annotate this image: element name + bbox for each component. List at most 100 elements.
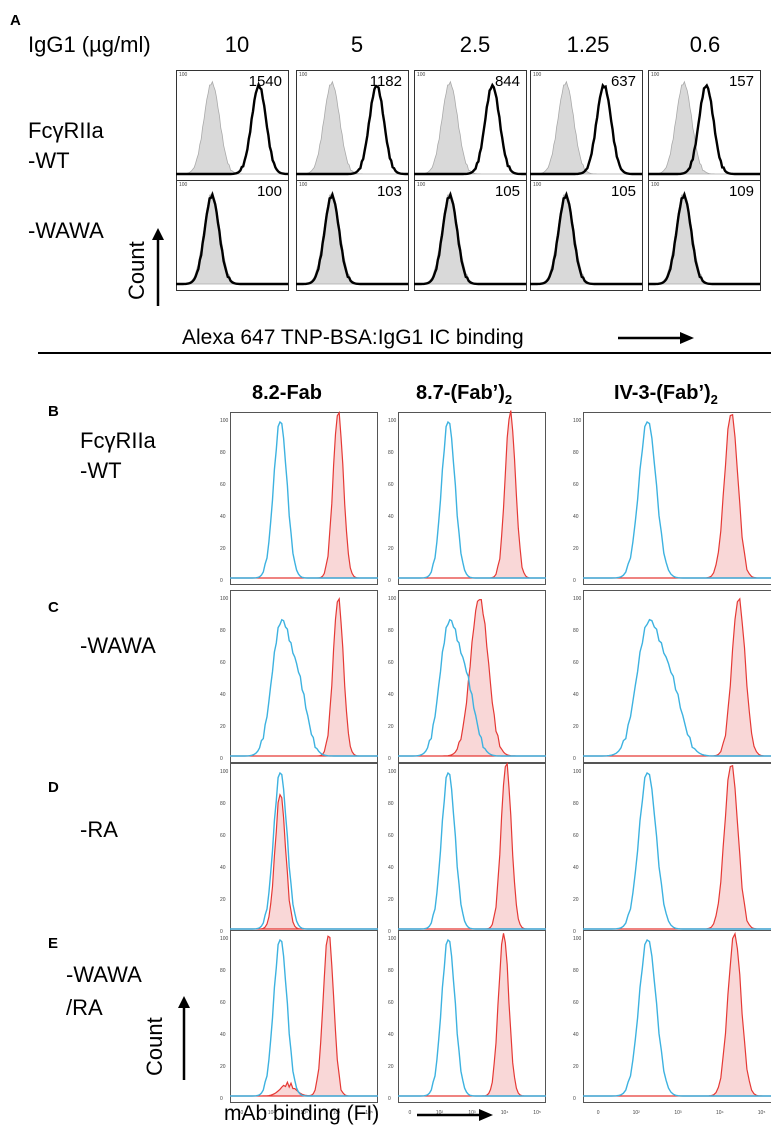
- y-tick-label: 20: [388, 546, 394, 552]
- y-tick-label: 20: [388, 724, 394, 730]
- ic-histogram-r1-c5: 157 100: [648, 70, 761, 181]
- isotype-histogram: [398, 420, 546, 579]
- y-tick-label: 100: [220, 769, 229, 775]
- mab-histogram-r1-c3: 100 80 60 40 20 0: [573, 412, 771, 585]
- mfi-value: 103: [377, 183, 402, 200]
- mab-histogram-r3-c1: 100 80 60 40 20 0: [220, 763, 378, 936]
- y-tick-label: 80: [573, 801, 579, 807]
- y-tick-label: 40: [220, 692, 226, 698]
- ic-binding-histogram: [414, 82, 526, 176]
- panel-letter-d: D: [48, 779, 59, 796]
- x-tick-label: 10²: [268, 1110, 276, 1116]
- y-tick-label: 100: [573, 936, 582, 942]
- x-tick-label: 10³: [300, 1110, 308, 1116]
- x-tick-label: 10⁵: [758, 1110, 766, 1116]
- y-tick-label: 60: [573, 482, 579, 488]
- control-histogram: [414, 80, 526, 175]
- x-tick-label: 10²: [633, 1110, 641, 1116]
- mab-histogram-r1-c1: 100 80 60 40 20 0: [220, 410, 378, 585]
- x-tick-label: 10²: [436, 1110, 444, 1116]
- mfi-value: 637: [611, 73, 636, 90]
- y-tick-label: 40: [220, 865, 226, 871]
- mab-histogram-r1-c2: 100 80 60 40 20 0: [388, 410, 546, 585]
- isotype-histogram: [398, 938, 546, 1097]
- conc-3: 2.5: [459, 32, 491, 57]
- y-tick-label: 40: [220, 1032, 226, 1038]
- antibody-histogram: [583, 597, 771, 757]
- x-arrow-a: [618, 332, 694, 344]
- mab-histogram-r4-c3: 100 80 60 40 20 0 0 10² 10³ 10⁴ 10⁵: [573, 930, 771, 1116]
- antibody-histogram: [230, 597, 378, 757]
- y-tick-label: 80: [388, 801, 394, 807]
- y-tick-100: 100: [533, 182, 542, 188]
- ic-binding-histogram: [176, 191, 288, 286]
- section-divider: [38, 352, 771, 354]
- col-header-8-7-fab2: 8.7-(Fab’)2: [416, 382, 513, 407]
- isotype-histogram: [583, 420, 771, 579]
- plot-frame: [530, 70, 643, 181]
- mfi-value: 1540: [249, 73, 282, 90]
- control-histogram: [176, 80, 288, 175]
- row-label-e-1: -WAWA: [66, 962, 142, 987]
- mfi-value: 105: [495, 183, 520, 200]
- ic-binding-histogram: [414, 191, 526, 286]
- y-tick-label: 40: [573, 514, 579, 520]
- count-label-a: Count: [124, 241, 149, 300]
- y-tick-label: 0: [573, 578, 576, 584]
- plot-frame: [230, 590, 378, 763]
- x-tick-label: 10⁵: [365, 1110, 373, 1116]
- ic-histogram-r2-c1: 100 100: [176, 180, 289, 291]
- mab-histogram-r2-c3: 100 80 60 40 20 0: [573, 590, 771, 763]
- y-tick-label: 40: [220, 514, 226, 520]
- y-tick-label: 60: [220, 482, 226, 488]
- row-label-b-1: FcγRIIa: [80, 428, 156, 453]
- y-tick-label: 20: [573, 724, 579, 730]
- x-tick-label: 10³: [468, 1110, 476, 1116]
- y-tick-label: 60: [573, 1000, 579, 1006]
- y-tick-label: 80: [573, 628, 579, 634]
- x-tick-label: 10⁴: [333, 1110, 341, 1116]
- conc-4: 1.25: [566, 32, 610, 57]
- conc-1: 10: [224, 32, 250, 57]
- control-histogram: [296, 80, 408, 175]
- mfi-value: 157: [729, 73, 754, 90]
- y-tick-label: 80: [220, 968, 226, 974]
- y-tick-label: 0: [388, 929, 391, 935]
- y-tick-label: 40: [573, 692, 579, 698]
- plot-frame: [414, 180, 527, 291]
- plot-frame: [230, 412, 378, 585]
- y-tick-label: 40: [388, 514, 394, 520]
- isotype-histogram: [398, 618, 546, 757]
- y-tick-100: 100: [299, 72, 308, 78]
- y-tick-label: 20: [573, 1064, 579, 1070]
- y-tick-label: 20: [388, 1064, 394, 1070]
- y-tick-label: 100: [220, 936, 229, 942]
- x-tick-label: 0: [240, 1110, 243, 1116]
- isotype-histogram: [230, 420, 378, 579]
- plot-frame: [176, 180, 289, 291]
- count-label-bottom: Count: [142, 1017, 167, 1076]
- y-tick-label: 0: [220, 578, 223, 584]
- y-tick-label: 80: [573, 450, 579, 456]
- mfi-value: 1182: [370, 73, 402, 90]
- y-tick-label: 60: [573, 833, 579, 839]
- isotype-histogram: [230, 771, 378, 930]
- y-tick-label: 20: [220, 546, 226, 552]
- y-tick-label: 100: [388, 596, 397, 602]
- isotype-histogram: [583, 938, 771, 1097]
- y-tick-label: 60: [388, 660, 394, 666]
- mab-histogram-r4-c2: 100 80 60 40 20 0 0 10² 10³ 10⁴ 10⁵: [388, 930, 546, 1116]
- ic-histogram-r2-c5: 109 100: [648, 180, 761, 291]
- ic-histogram-r1-c2: 1182 100: [296, 70, 409, 181]
- plot-frame: [398, 412, 546, 585]
- y-tick-label: 0: [388, 756, 391, 762]
- plot-frame: [398, 930, 546, 1103]
- y-tick-label: 80: [388, 968, 394, 974]
- ic-binding-histogram: [176, 81, 289, 176]
- isotype-histogram: [230, 618, 378, 757]
- mfi-value: 100: [257, 183, 282, 200]
- mab-histogram-r3-c2: 100 80 60 40 20 0: [388, 761, 546, 936]
- plot-frame: [230, 763, 378, 936]
- ic-binding-histogram: [296, 84, 408, 176]
- y-tick-label: 100: [573, 418, 582, 424]
